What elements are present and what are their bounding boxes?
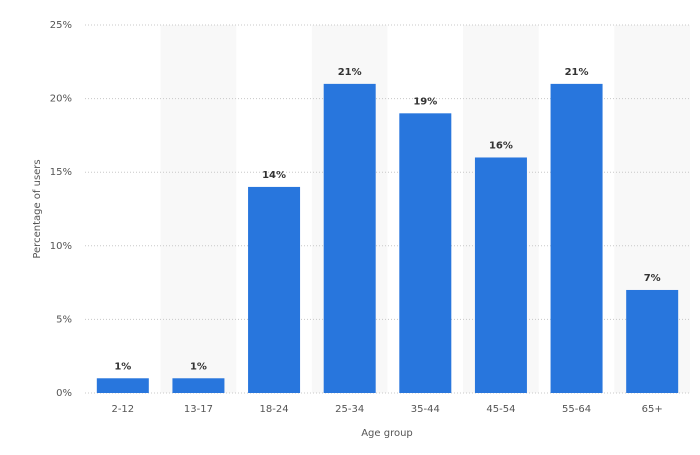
value-label: 14%	[262, 170, 286, 181]
x-tick-label: 55-64	[562, 404, 591, 415]
value-label: 1%	[190, 361, 207, 372]
value-label: 19%	[413, 96, 437, 107]
y-tick-label: 25%	[50, 20, 72, 31]
value-label: 16%	[489, 140, 513, 151]
value-label: 21%	[338, 67, 362, 78]
band-shade	[160, 25, 237, 393]
x-tick-label: 18-24	[260, 404, 289, 415]
x-axis-title: Age group	[361, 428, 413, 439]
y-tick-label: 5%	[56, 314, 72, 325]
x-tick-label: 13-17	[184, 404, 213, 415]
x-tick-label: 45-54	[486, 404, 515, 415]
y-tick-label: 10%	[50, 241, 72, 252]
bar	[323, 83, 376, 393]
x-tick-label: 65+	[642, 404, 663, 415]
bar	[172, 378, 225, 393]
value-label: 21%	[565, 67, 589, 78]
bar	[96, 378, 149, 393]
x-tick-label: 25-34	[335, 404, 364, 415]
y-axis-title: Percentage of users	[32, 159, 43, 258]
y-tick-label: 20%	[50, 94, 72, 105]
x-tick-label: 35-44	[411, 404, 440, 415]
bar	[550, 83, 603, 393]
bar	[474, 157, 527, 393]
bar	[248, 186, 301, 393]
value-label: 1%	[114, 361, 131, 372]
bar	[399, 113, 452, 393]
bar	[626, 289, 679, 393]
value-label: 7%	[644, 273, 661, 284]
x-tick-label: 2-12	[111, 404, 134, 415]
y-tick-label: 15%	[50, 167, 72, 178]
y-tick-label: 0%	[56, 388, 72, 399]
